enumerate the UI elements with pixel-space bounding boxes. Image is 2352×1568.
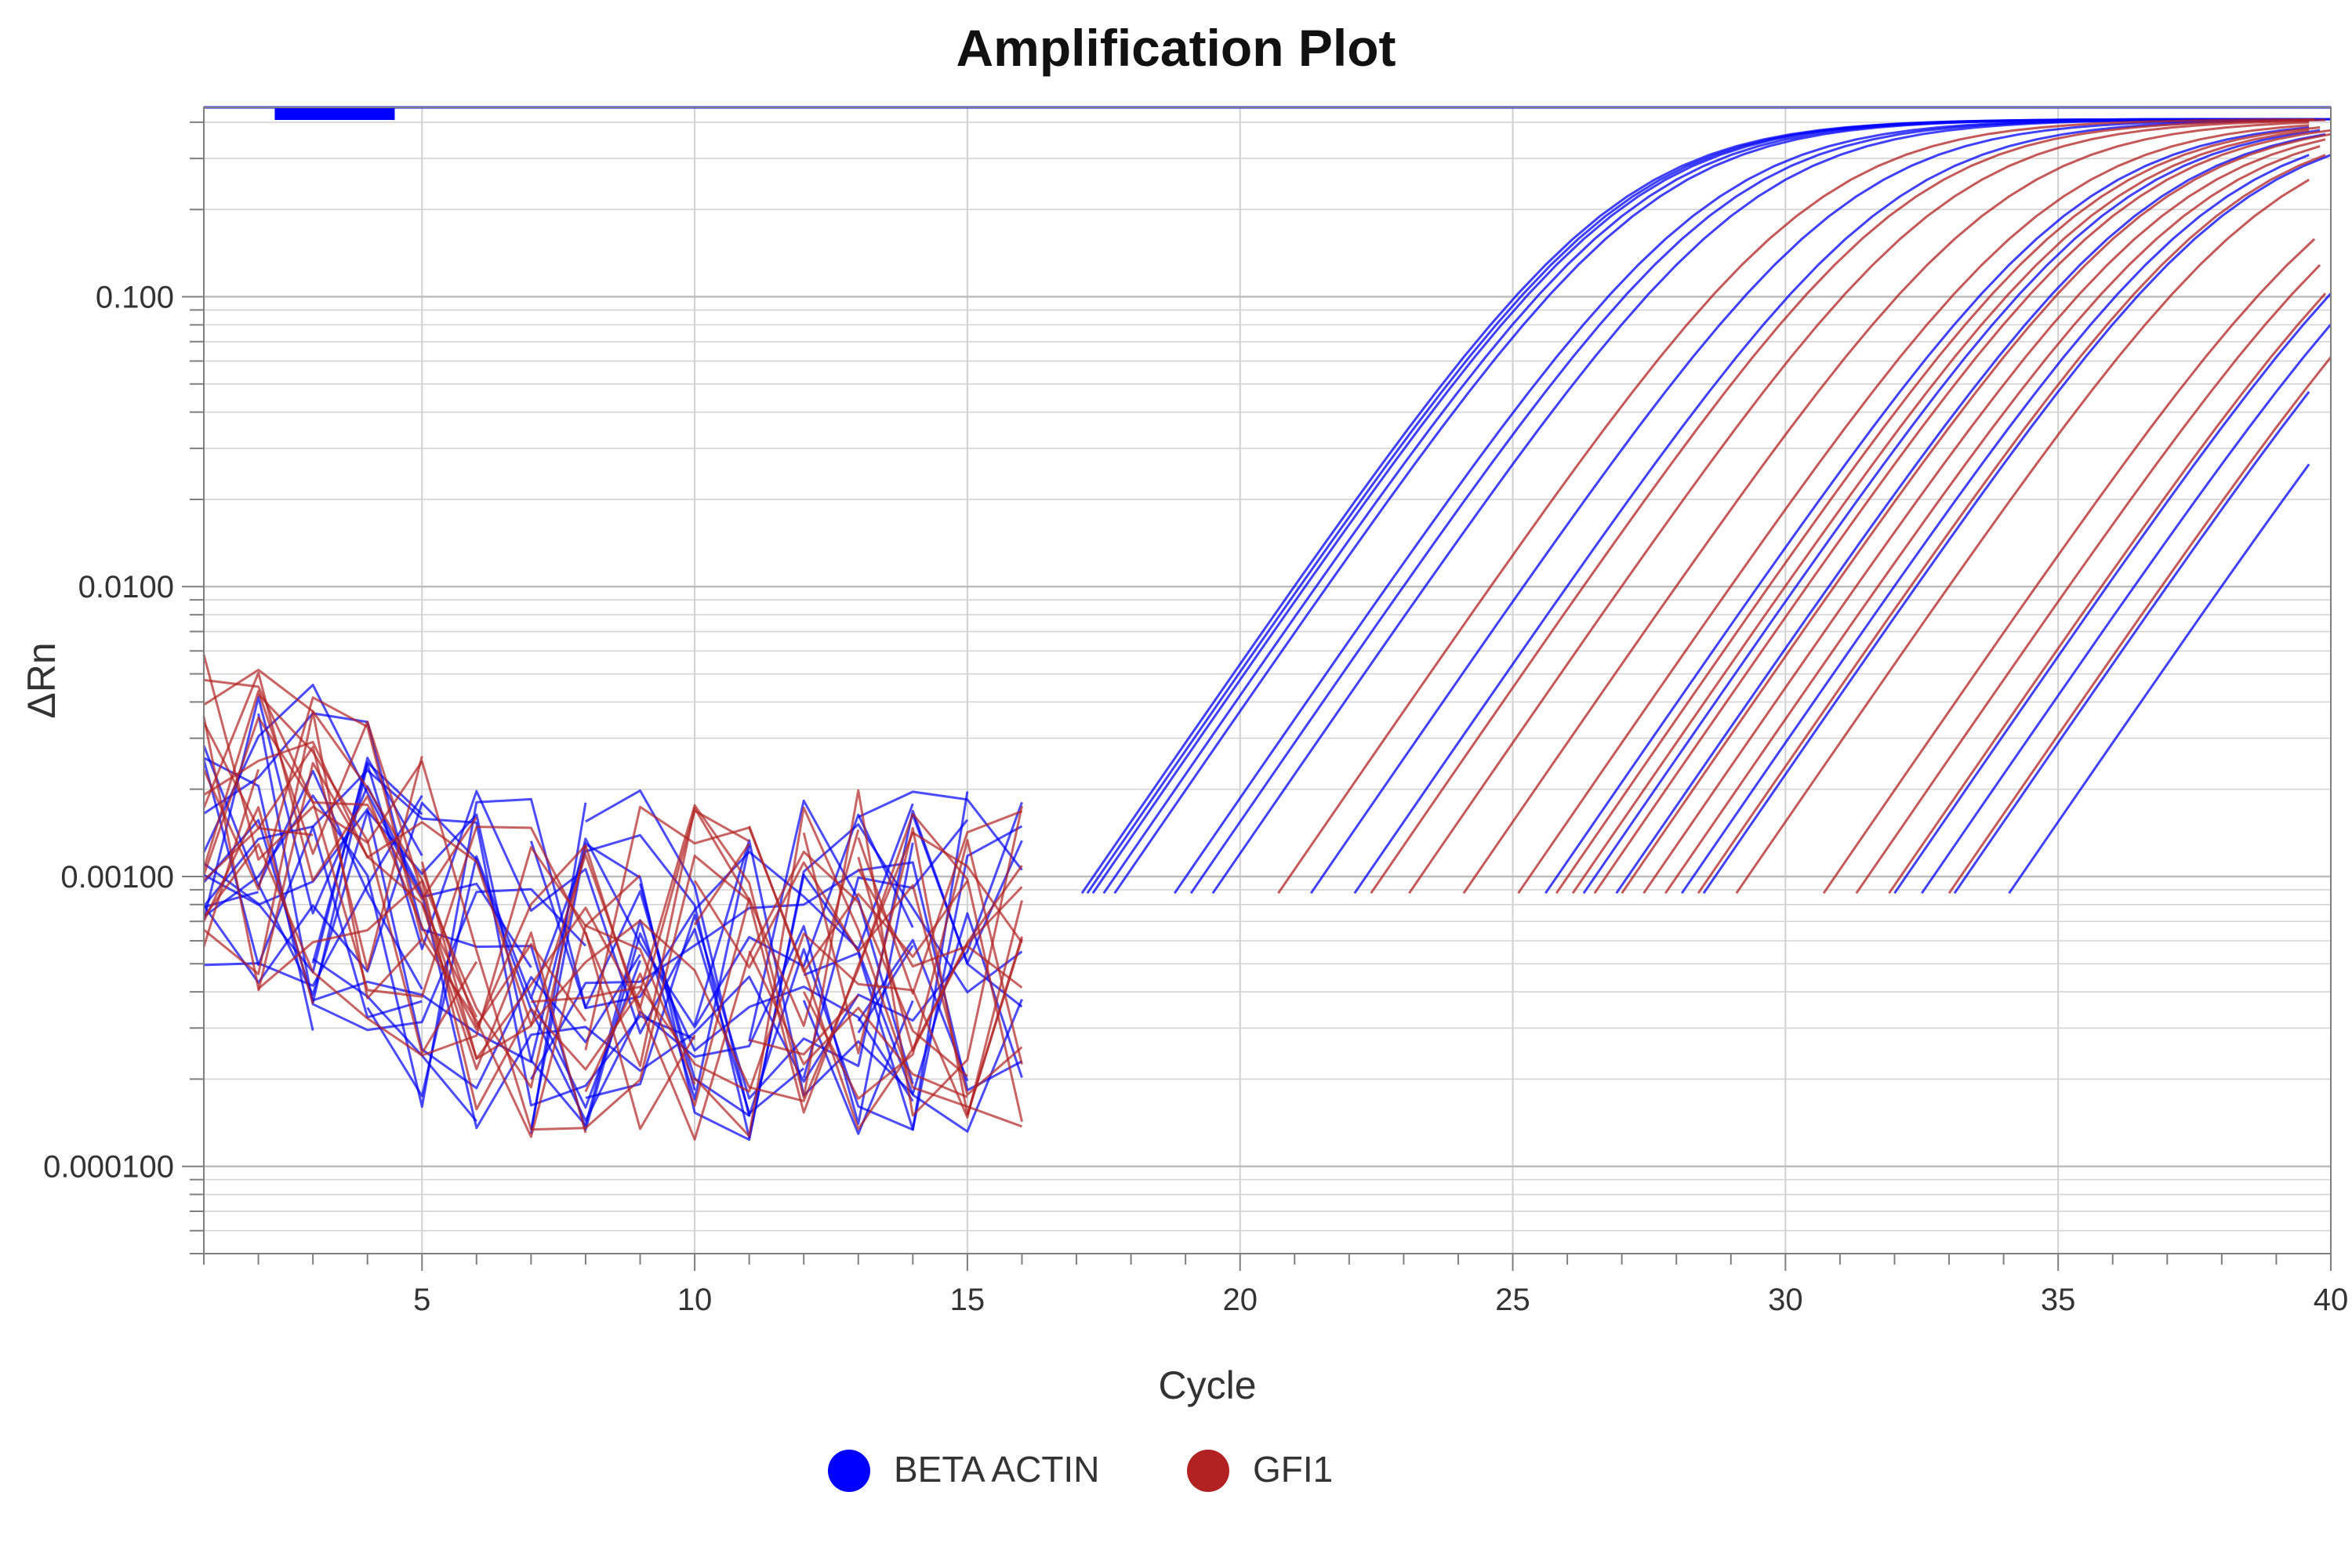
gfi1-curve-baseline [202, 689, 750, 1060]
gfi1-curve-baseline [203, 740, 1023, 1123]
beta-actin-curve-baseline [202, 745, 423, 990]
gfi1-curve-baseline [202, 806, 314, 1004]
gfi1-curve [1408, 119, 2310, 895]
gfi1-curve-baseline [202, 843, 641, 1057]
beta-actin-curve [1113, 118, 2315, 895]
beta-actin-curve-baseline [203, 795, 423, 987]
series-lines [202, 118, 2332, 1142]
y-axis-label: ΔRn [20, 642, 64, 718]
gfi1-curve [1555, 126, 2321, 895]
y-tick-label: 0.0100 [78, 570, 174, 604]
x-axis: 5 10 15 20 25 30 35 40 [203, 1254, 2349, 1317]
gfi1-curve [1822, 238, 2316, 895]
gfi1-curve [1855, 263, 2321, 895]
legend-marker-beta-actin [828, 1450, 870, 1492]
beta-actin-curve-baseline [858, 790, 1023, 871]
beta-actin-curve [1893, 292, 2332, 895]
legend: BETA ACTIN GFI1 [828, 1449, 1333, 1492]
gfi1-curve-baseline [857, 856, 1023, 1052]
gfi1-curve-baseline [202, 696, 423, 939]
legend-label-beta-actin: BETA ACTIN [894, 1449, 1099, 1490]
threshold-handle[interactable] [274, 107, 395, 120]
legend-marker-gfi1 [1187, 1450, 1229, 1492]
gfi1-curve-baseline [694, 806, 1023, 1138]
x-tick-label: 35 [2041, 1283, 2076, 1317]
gfi1-curve-baseline [749, 994, 859, 1056]
x-tick-label: 5 [413, 1283, 430, 1317]
gfi1-curve-baseline [748, 826, 969, 973]
beta-actin-curve [1102, 118, 2331, 895]
beta-actin-curve [1615, 132, 2326, 895]
gfi1-curve [1277, 118, 2315, 895]
gfi1-curve [1642, 138, 2326, 895]
beta-actin-curve [1921, 323, 2332, 895]
gfi1-curve-baseline [420, 851, 968, 1141]
gfi1-curve [1735, 178, 2310, 895]
beta-actin-curve-baseline [530, 960, 641, 1109]
x-tick-label: 40 [2314, 1283, 2349, 1317]
gfi1-curve-baseline [203, 678, 1023, 1114]
beta-actin-curve [1211, 118, 2332, 895]
beta-actin-curve-baseline [311, 761, 423, 964]
beta-actin-curve [1544, 126, 2310, 895]
x-tick-label: 15 [950, 1283, 985, 1317]
gfi1-curve [1593, 129, 2332, 895]
gfi1-curve-baseline [257, 761, 587, 1134]
gfi1-curve [1462, 121, 2310, 895]
x-tick-label: 25 [1495, 1283, 1530, 1317]
beta-actin-curve-baseline [748, 799, 914, 1085]
gfi1-curve [1664, 144, 2321, 895]
gfi1-curve-baseline [693, 843, 750, 926]
gfi1-curve-baseline [420, 868, 587, 1028]
gfi1-curve-baseline [693, 861, 1023, 1096]
gfi1-curve [1571, 129, 2310, 895]
gfi1-curve [1947, 356, 2332, 895]
beta-actin-curve-baseline [639, 883, 696, 1091]
beta-actin-curve-baseline [802, 818, 969, 1079]
gfi1-curve-baseline [531, 900, 1023, 1119]
legend-label-gfi1: GFI1 [1253, 1449, 1333, 1490]
gfi1-curve [1697, 154, 2326, 895]
y-axis: 0.100 0.0100 0.00100 0.000100 [43, 121, 204, 1254]
gfi1-curve-baseline [202, 716, 478, 901]
beta-actin-curve [1702, 154, 2332, 895]
y-tick-label: 0.000100 [43, 1150, 174, 1185]
beta-actin-curve [1353, 118, 2310, 895]
y-tick-label: 0.100 [96, 281, 174, 315]
x-tick-label: 20 [1222, 1283, 1258, 1317]
gfi1-curve-baseline [857, 868, 1023, 989]
beta-actin-curve-baseline [202, 684, 532, 968]
beta-actin-curve [1680, 154, 2310, 895]
chart-title: Amplification Plot [956, 19, 1396, 77]
beta-actin-curve [1173, 118, 2321, 895]
beta-actin-curve-baseline [857, 938, 969, 1082]
gfi1-curve [1370, 118, 2326, 895]
x-tick-label: 10 [677, 1283, 713, 1317]
gfi1-curve-baseline [202, 721, 314, 837]
beta-actin-curve [2008, 463, 2310, 895]
gfi1-curve [1888, 292, 2327, 895]
y-tick-label: 0.00100 [60, 860, 174, 895]
beta-actin-curve-baseline [257, 713, 586, 1032]
threshold [204, 106, 2331, 120]
beta-actin-curve [1953, 390, 2310, 895]
gfi1-curve [1621, 132, 2332, 895]
grid [204, 107, 2332, 1254]
gfi1-curve-baseline [584, 931, 696, 1131]
beta-actin-curve-baseline [803, 825, 1023, 1131]
beta-actin-curve-baseline [366, 833, 1023, 1139]
x-axis-label: Cycle [1158, 1363, 1256, 1407]
x-tick-label: 30 [1768, 1283, 1803, 1317]
gfi1-curve-baseline [202, 654, 750, 1131]
gfi1-curve [1517, 124, 2310, 895]
plot-frame [203, 107, 2332, 1254]
beta-actin-curve [1582, 129, 2321, 895]
